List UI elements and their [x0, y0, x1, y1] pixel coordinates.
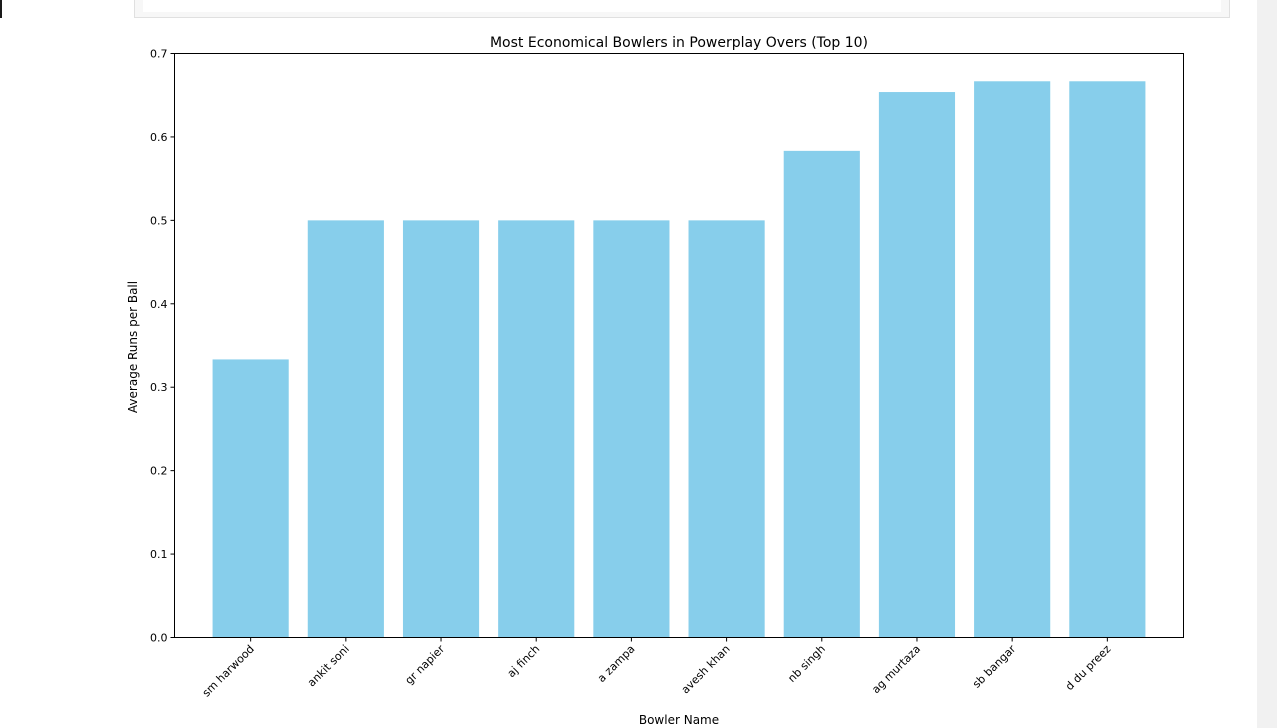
x-tick-label: a zampa — [595, 642, 638, 685]
bar-d-du-preez — [1069, 81, 1146, 638]
plot-area-frame — [174, 53, 1184, 638]
bar-gr-napier — [402, 220, 480, 638]
y-axis-label: Average Runs per Ball — [126, 281, 140, 413]
bar-avesh-khan — [688, 220, 765, 638]
y-tick-label: 0.7 — [150, 48, 168, 61]
chart-title: Most Economical Bowlers in Powerplay Ove… — [490, 35, 868, 51]
x-tick-label: gr napier — [403, 642, 448, 687]
y-axis-ticks: 0.0 0.1 0.2 0.3 0.4 0.5 0.6 0.7 — [150, 48, 175, 645]
y-tick-label: 0.2 — [150, 465, 168, 478]
y-tick-label: 0.5 — [150, 214, 168, 227]
scrollbar-track[interactable] — [1257, 0, 1277, 728]
y-tick-label: 0.6 — [150, 131, 168, 144]
y-tick-label: 0.0 — [150, 632, 168, 645]
bar-ankit-soni — [307, 220, 384, 638]
x-tick-label: ag murtaza — [869, 642, 923, 696]
bar-sm-harwood — [212, 359, 289, 638]
bar-aj-finch — [498, 220, 575, 638]
x-tick-label: ankit soni — [305, 642, 352, 689]
cell-output-area: Most Economical Bowlers in Powerplay Ove… — [0, 18, 1257, 728]
previous-cell-output — [134, 0, 1230, 18]
y-tick-label: 0.3 — [150, 381, 168, 394]
x-tick-label: d du preez — [1063, 642, 1114, 693]
x-tick-label: sm harwood — [200, 642, 257, 699]
previous-cell-output-body — [143, 0, 1221, 12]
y-tick-label: 0.4 — [150, 298, 168, 311]
bar-chart: Most Economical Bowlers in Powerplay Ove… — [126, 35, 1184, 727]
x-axis-ticks: sm harwood ankit soni gr napier aj finch a z… — [200, 637, 1114, 699]
bar-nb-singh — [783, 150, 860, 638]
y-tick-label: 0.1 — [150, 548, 168, 561]
x-tick-label: nb singh — [785, 642, 828, 685]
bar-a-zampa — [593, 220, 670, 638]
x-tick-label: aj finch — [505, 642, 543, 680]
bar-sb-bangar — [974, 81, 1051, 638]
x-axis-label: Bowler Name — [639, 713, 719, 727]
x-tick-label: sb bangar — [970, 642, 1019, 691]
bar-ag-murtaza — [878, 92, 956, 638]
x-tick-label: avesh khan — [679, 642, 733, 696]
bars-group — [212, 81, 1146, 638]
